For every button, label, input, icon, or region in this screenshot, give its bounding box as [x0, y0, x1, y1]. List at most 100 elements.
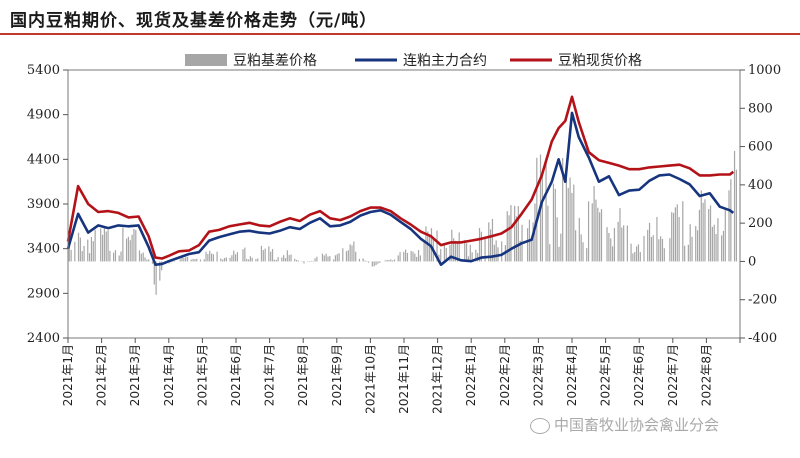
- x-tick-label: 2021年4月: [162, 344, 176, 406]
- basis-bar: [453, 238, 455, 262]
- basis-bar: [530, 237, 532, 262]
- basis-bar: [92, 241, 94, 262]
- basis-bar: [471, 252, 473, 262]
- basis-bar: [174, 261, 176, 262]
- basis-bar: [698, 209, 701, 262]
- left-tick-label: 4900: [27, 108, 60, 123]
- basis-bar: [185, 257, 187, 262]
- basis-bar: [79, 237, 81, 262]
- basis-bar: [301, 261, 303, 262]
- basis-bar: [597, 207, 599, 262]
- left-tick-label: 2900: [27, 286, 60, 301]
- basis-bar: [351, 245, 353, 262]
- basis-bar: [465, 243, 468, 262]
- basis-bar: [196, 258, 198, 262]
- basis-bar: [571, 192, 573, 262]
- basis-bar: [345, 251, 348, 262]
- basis-bar: [358, 258, 361, 262]
- basis-bar: [569, 177, 571, 262]
- basis-bar: [222, 259, 224, 262]
- basis-bar: [209, 250, 211, 262]
- left-tick-label: 3400: [27, 242, 60, 257]
- basis-bar: [621, 227, 623, 262]
- basis-bar: [578, 217, 580, 262]
- basis-bar: [652, 235, 654, 262]
- basis-bar: [639, 252, 641, 262]
- title-rule: [0, 33, 800, 35]
- futures-line: [66, 111, 735, 267]
- basis-bar: [393, 259, 396, 262]
- basis-bar: [288, 255, 290, 262]
- basis-bar: [611, 246, 614, 262]
- basis-bar: [105, 231, 107, 262]
- basis-bar: [68, 245, 70, 262]
- basis-bar: [179, 259, 181, 262]
- basis-bar: [127, 236, 130, 262]
- x-tick-label: 2021年5月: [195, 344, 209, 406]
- basis-bar: [268, 246, 270, 262]
- basis-bar: [536, 157, 538, 262]
- basis-bar: [676, 204, 678, 262]
- basis-bar: [591, 203, 593, 262]
- basis-bar: [122, 227, 124, 262]
- basis-bar: [234, 254, 237, 262]
- basis-bar: [364, 260, 366, 262]
- basis-bar: [81, 251, 83, 262]
- basis-bar: [514, 205, 516, 262]
- basis-bar: [702, 202, 704, 262]
- basis-bar: [735, 169, 737, 262]
- basis-bar: [632, 253, 634, 262]
- basis-bar: [663, 248, 665, 262]
- left-tick-label: 2400: [27, 331, 60, 346]
- basis-bar: [717, 218, 719, 262]
- basis-bar: [669, 238, 671, 262]
- basis-bar: [388, 260, 390, 262]
- basis-bar: [414, 253, 416, 262]
- basis-bar: [454, 240, 457, 262]
- basis-bar: [429, 236, 431, 262]
- basis-bar: [155, 261, 157, 295]
- basis-bar: [700, 190, 702, 262]
- basis-bar: [281, 257, 283, 262]
- basis-bar: [656, 216, 658, 262]
- basis-bar: [560, 233, 562, 262]
- basis-bar: [684, 245, 686, 262]
- basis-bar: [83, 245, 85, 262]
- basis-bar: [623, 225, 625, 262]
- basis-bar: [630, 243, 632, 262]
- axes: 2400 2900 3400 3900 4400 4900 5400 -400 -200 0 200…: [27, 63, 781, 414]
- price-lines: [66, 95, 735, 267]
- basis-bar: [205, 251, 207, 262]
- basis-bar: [469, 244, 471, 262]
- basis-bar: [294, 258, 296, 262]
- basis-bar: [392, 260, 394, 262]
- basis-bar: [131, 234, 133, 262]
- basis-bar: [610, 238, 612, 262]
- basis-bar: [114, 250, 117, 262]
- legend-label: 连粕主力合约: [403, 53, 487, 69]
- basis-bar: [275, 259, 277, 262]
- basis-bar: [724, 208, 726, 262]
- basis-bar: [449, 244, 451, 262]
- basis-bar: [303, 261, 305, 264]
- basis-bar: [545, 164, 547, 262]
- basis-bar: [223, 257, 226, 262]
- basis-bar: [377, 261, 379, 264]
- basis-bar: [192, 258, 194, 262]
- basis-bar: [397, 255, 399, 262]
- basis-bar: [582, 242, 584, 262]
- basis-bar: [307, 261, 309, 262]
- basis-bar: [617, 221, 619, 262]
- basis-bar: [508, 215, 510, 262]
- basis-bar: [362, 258, 364, 262]
- basis-bar: [565, 177, 567, 262]
- basis-bar: [416, 256, 418, 262]
- basis-bar: [711, 226, 713, 262]
- basis-bar: [375, 261, 377, 266]
- basis-bar: [334, 255, 336, 262]
- basis-bar: [532, 222, 534, 262]
- basis-bar: [562, 158, 564, 262]
- basis-bar: [203, 259, 205, 262]
- basis-bar: [290, 254, 292, 262]
